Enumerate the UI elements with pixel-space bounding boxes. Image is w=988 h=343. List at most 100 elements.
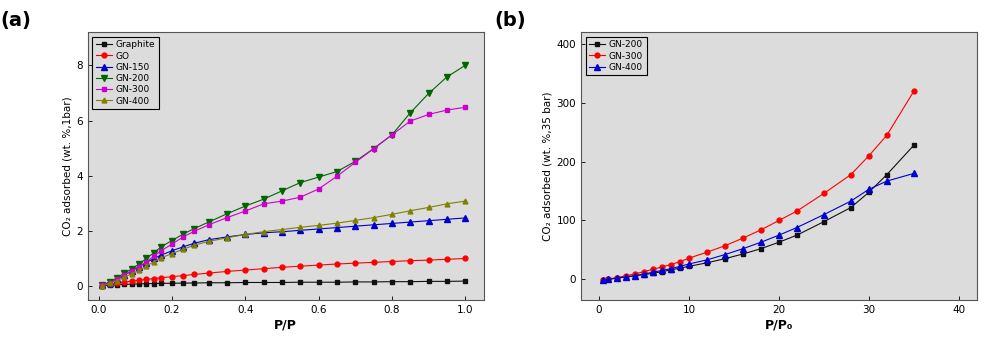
GN-150 <box>368 223 379 227</box>
Line: GN-150: GN-150 <box>100 215 468 288</box>
GO <box>331 262 343 266</box>
GN-300 <box>665 262 677 267</box>
GN-150 <box>166 249 178 253</box>
GN-150 <box>155 253 167 257</box>
GN-300 <box>908 89 920 93</box>
GN-200 <box>386 133 398 137</box>
Graphite <box>258 281 270 285</box>
GN-400 <box>845 199 857 203</box>
GN-400 <box>674 264 686 268</box>
GN-200 <box>125 267 137 271</box>
GO <box>386 259 398 263</box>
GN-300 <box>638 270 650 274</box>
Line: GN-400: GN-400 <box>100 199 467 288</box>
GN-300 <box>647 267 659 271</box>
GN-200 <box>674 266 686 270</box>
GO <box>350 261 362 265</box>
GN-300 <box>97 283 109 287</box>
GN-200 <box>881 173 893 177</box>
Graphite <box>350 280 362 284</box>
GN-400 <box>125 272 137 276</box>
GN-200 <box>404 111 416 115</box>
GN-200 <box>177 232 189 236</box>
Graphite <box>404 280 416 284</box>
GN-300 <box>737 236 749 240</box>
GN-400 <box>881 179 893 183</box>
GN-300 <box>620 274 632 278</box>
Graphite <box>441 279 453 283</box>
Graphite <box>119 282 130 286</box>
GN-400 <box>155 256 167 260</box>
Graphite <box>294 280 306 284</box>
GO <box>155 276 167 280</box>
GN-200 <box>331 169 343 174</box>
GN-200 <box>294 180 306 185</box>
Graphite <box>203 281 214 285</box>
GN-400 <box>908 172 920 176</box>
Graphite <box>104 283 116 287</box>
GN-300 <box>148 254 160 258</box>
Graphite <box>276 281 288 285</box>
GN-200 <box>598 279 610 283</box>
GN-300 <box>177 235 189 239</box>
GN-150 <box>125 269 137 273</box>
GN-400 <box>188 243 200 247</box>
GN-300 <box>276 199 288 203</box>
GN-200 <box>459 63 471 68</box>
GN-300 <box>155 249 167 253</box>
Text: (a): (a) <box>1 11 32 30</box>
GN-400 <box>177 247 189 251</box>
GO <box>459 257 471 261</box>
GN-400 <box>368 216 379 220</box>
GO <box>239 268 251 272</box>
Line: GN-300: GN-300 <box>601 88 916 283</box>
GN-200 <box>104 280 116 284</box>
Graphite <box>221 281 233 285</box>
GN-400 <box>350 218 362 223</box>
Graphite <box>125 282 137 286</box>
X-axis label: P/P: P/P <box>275 319 297 332</box>
GN-200 <box>203 220 214 224</box>
GO <box>203 271 214 275</box>
GN-300 <box>719 244 731 248</box>
GN-300 <box>881 133 893 137</box>
GN-400 <box>629 274 641 278</box>
GN-200 <box>773 240 784 244</box>
GN-200 <box>845 205 857 210</box>
GN-200 <box>656 270 668 274</box>
Graphite <box>312 280 324 284</box>
GN-400 <box>386 212 398 216</box>
GN-400 <box>773 233 784 237</box>
GN-400 <box>294 225 306 229</box>
GO <box>104 282 116 286</box>
GN-300 <box>611 275 622 280</box>
GN-200 <box>719 257 731 261</box>
GN-400 <box>258 230 270 234</box>
GN-150 <box>459 216 471 220</box>
GN-300 <box>140 260 152 264</box>
Line: Graphite: Graphite <box>100 279 467 288</box>
GN-150 <box>258 231 270 235</box>
Graphite <box>459 279 471 283</box>
GO <box>125 279 137 283</box>
GN-200 <box>239 204 251 208</box>
GN-200 <box>638 272 650 276</box>
GO <box>423 258 435 262</box>
GN-300 <box>166 242 178 246</box>
GN-400 <box>312 223 324 227</box>
GN-400 <box>140 264 152 268</box>
GN-400 <box>104 281 116 285</box>
GO <box>368 260 379 264</box>
Line: GN-200: GN-200 <box>100 62 468 288</box>
GN-200 <box>737 252 749 256</box>
GN-150 <box>104 281 116 285</box>
GN-150 <box>441 217 453 221</box>
GN-200 <box>221 212 233 216</box>
GN-300 <box>674 260 686 264</box>
GN-150 <box>177 245 189 249</box>
Graphite <box>239 281 251 285</box>
GN-400 <box>755 240 767 244</box>
GN-400 <box>737 247 749 251</box>
GN-300 <box>119 273 130 277</box>
GN-150 <box>111 277 123 281</box>
